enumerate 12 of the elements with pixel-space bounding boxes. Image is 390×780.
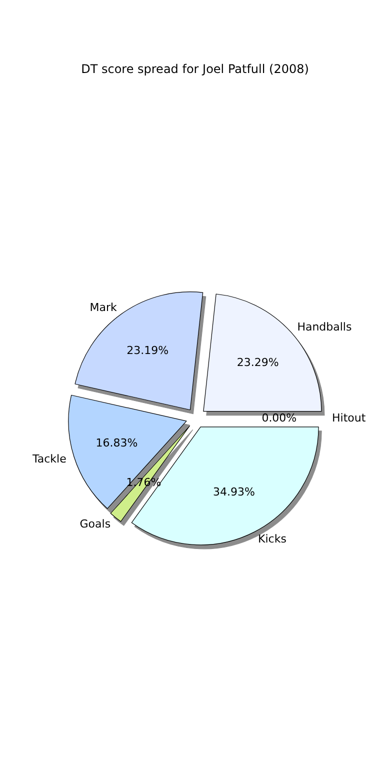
chart-title: DT score spread for Joel Patfull (2008) — [81, 62, 309, 76]
data-label: 16.83% — [96, 436, 138, 450]
category-label: Hitout — [332, 412, 366, 424]
slice-label: Mark — [90, 300, 118, 314]
slice-label: Kicks — [258, 532, 287, 546]
text: 0.00% — [262, 412, 297, 424]
slice-label: Tackle — [31, 452, 67, 466]
data-label: 34.93% — [212, 486, 255, 499]
slice-label: Goals — [80, 517, 111, 530]
slice-label: Handballs — [297, 320, 352, 334]
data-label: 23.29% — [236, 356, 279, 369]
data-label: 23.19% — [126, 344, 169, 357]
